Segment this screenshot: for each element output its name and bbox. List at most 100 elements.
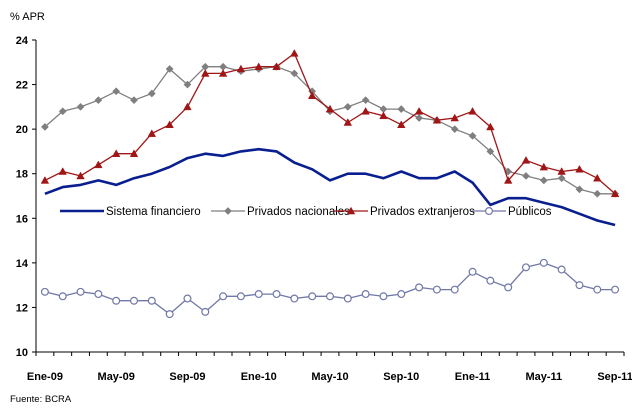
data-point xyxy=(432,285,441,294)
data-point xyxy=(290,294,299,303)
data-point xyxy=(486,147,495,156)
data-point xyxy=(575,164,584,173)
data-point xyxy=(450,113,459,122)
y-tick-label: 22 xyxy=(16,80,28,92)
data-point xyxy=(201,307,210,316)
data-point xyxy=(290,69,299,78)
y-tick-label: 16 xyxy=(16,213,28,225)
data-point xyxy=(112,87,121,96)
series-layer xyxy=(40,49,620,319)
data-point xyxy=(94,290,103,299)
data-point xyxy=(575,185,584,194)
data-point xyxy=(76,287,85,296)
source-label: Fuente: BCRA xyxy=(10,394,72,405)
unit-label: % APR xyxy=(10,11,45,23)
data-point xyxy=(468,106,477,115)
data-point xyxy=(76,171,85,180)
data-point xyxy=(130,96,138,105)
series-0 xyxy=(44,147,616,227)
y-tick-label: 24 xyxy=(16,35,29,47)
data-point xyxy=(415,114,424,122)
data-point xyxy=(468,131,477,140)
data-point xyxy=(183,294,192,303)
data-point xyxy=(254,290,263,299)
data-point xyxy=(361,290,370,299)
legend-entry: Sistema financiero xyxy=(60,206,201,218)
data-point xyxy=(379,292,388,301)
series-3 xyxy=(40,258,620,319)
data-point xyxy=(147,296,156,305)
data-point xyxy=(611,285,620,294)
data-point xyxy=(165,310,174,319)
legend-label: Privados nacionales xyxy=(247,206,350,218)
axes: 10 12 14 16 18 20 22 24 Ene-09 May-09 Sep-09 Ene-10… xyxy=(16,35,632,383)
data-point xyxy=(112,296,121,305)
series-line xyxy=(44,66,616,195)
legend-label: Privados extranjeros xyxy=(370,206,475,218)
data-point xyxy=(397,290,406,299)
x-tick-label: Sep-11 xyxy=(597,371,632,383)
data-point xyxy=(343,294,352,303)
data-point xyxy=(130,296,139,305)
data-point xyxy=(58,167,67,175)
series-line xyxy=(44,147,616,227)
data-point xyxy=(539,162,549,171)
data-point xyxy=(307,91,317,100)
data-point xyxy=(379,111,388,120)
data-point xyxy=(593,285,602,294)
legend-label: Públicos xyxy=(508,206,552,218)
data-point xyxy=(76,102,85,111)
y-tick-label: 14 xyxy=(16,258,29,270)
data-point xyxy=(432,115,442,124)
data-point xyxy=(129,149,139,157)
data-point xyxy=(272,62,281,71)
legend-marker xyxy=(224,207,232,215)
data-point xyxy=(557,174,566,183)
data-point xyxy=(165,65,174,73)
legend-entry: Privados nacionales xyxy=(211,206,350,218)
data-point xyxy=(450,285,459,294)
data-point xyxy=(183,102,192,111)
data-point xyxy=(343,118,353,126)
data-point xyxy=(183,80,192,89)
data-point xyxy=(218,69,228,77)
legend: Sistema financiero Privados nacionales Pri… xyxy=(60,206,552,218)
data-point xyxy=(414,106,424,115)
data-point xyxy=(593,173,602,182)
data-point xyxy=(468,267,477,276)
data-point xyxy=(40,176,50,184)
series-2 xyxy=(40,49,620,198)
legend-entry: Privados extranjeros xyxy=(334,206,475,218)
data-point xyxy=(236,64,246,73)
data-point xyxy=(272,290,281,299)
legend-marker xyxy=(346,206,356,215)
data-point xyxy=(254,62,263,71)
data-point xyxy=(415,283,424,292)
x-tick-label: Ene-10 xyxy=(241,371,277,383)
y-tick-label: 18 xyxy=(16,169,28,181)
x-tick-label: Ene-11 xyxy=(455,371,490,383)
x-tick-label: Sep-09 xyxy=(169,371,205,383)
data-point xyxy=(397,120,406,128)
data-point xyxy=(236,292,245,301)
data-point xyxy=(308,292,317,301)
series-line xyxy=(44,262,616,315)
data-point xyxy=(575,281,584,290)
data-point xyxy=(521,156,531,164)
data-point xyxy=(361,96,370,105)
data-point xyxy=(111,149,121,157)
data-point xyxy=(58,292,67,301)
data-point xyxy=(94,96,103,105)
data-point xyxy=(58,107,67,116)
data-point xyxy=(593,189,602,198)
data-point xyxy=(165,120,174,128)
data-point xyxy=(326,292,335,301)
data-point xyxy=(219,292,228,301)
data-point xyxy=(147,129,157,137)
data-point xyxy=(40,122,49,131)
data-point xyxy=(486,122,495,131)
y-tick-label: 10 xyxy=(16,347,28,359)
data-point xyxy=(450,125,459,134)
data-point xyxy=(94,160,103,169)
x-tick-label: May-10 xyxy=(311,371,348,383)
